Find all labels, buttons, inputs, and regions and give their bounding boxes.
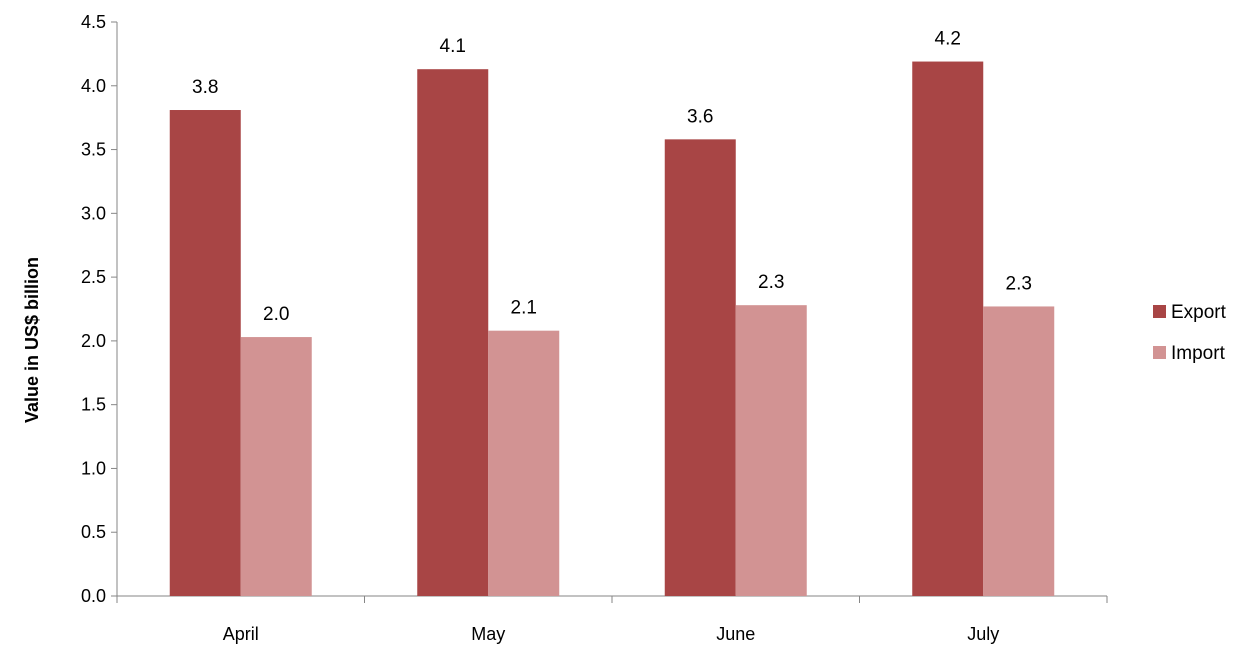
y-tick-label: 3.0 [81, 203, 106, 223]
y-tick-label: 1.0 [81, 458, 106, 478]
data-label: 4.2 [935, 29, 961, 50]
x-tick-label: April [223, 624, 259, 644]
data-label: 4.1 [440, 36, 466, 57]
legend: Export Import [1153, 302, 1227, 364]
y-axis-title: Value in US$ billion [22, 257, 42, 423]
y-tick-label: 2.5 [81, 267, 106, 287]
y-tick-label: 3.5 [81, 140, 106, 160]
bar-import-july [983, 306, 1055, 596]
bar-import-may [488, 330, 560, 596]
data-label: 3.6 [687, 106, 713, 127]
y-tick-label: 0.0 [81, 586, 106, 606]
x-tick-label: June [716, 624, 755, 644]
data-label: 2.0 [263, 304, 289, 325]
legend-label: Import [1171, 343, 1226, 364]
x-axis: April May June July [116, 595, 1108, 644]
bar-export-june [664, 139, 736, 596]
y-tick-label: 1.5 [81, 395, 106, 415]
legend-label: Export [1171, 302, 1227, 323]
data-label: 2.1 [511, 298, 537, 319]
legend-swatch-export [1153, 305, 1166, 318]
data-label: 2.3 [758, 272, 784, 293]
y-tick-label: 4.5 [81, 12, 106, 32]
data-label: 2.3 [1006, 273, 1032, 294]
bar-export-may [417, 69, 489, 596]
x-tick-label: May [471, 624, 505, 644]
bar-import-april [240, 337, 312, 596]
y-tick-label: 2.0 [81, 331, 106, 351]
data-labels: 3.8 2.0 4.1 2.1 3.6 2.3 4.2 2.3 [192, 29, 1032, 326]
x-tick-label: July [967, 624, 999, 644]
bar-export-april [169, 110, 241, 596]
bars [169, 61, 1055, 596]
y-tick-label: 0.5 [81, 522, 106, 542]
legend-swatch-import [1153, 346, 1166, 359]
y-axis: 0.0 0.5 1.0 1.5 2.0 2.5 3.0 3.5 4.0 4.5 [81, 12, 118, 606]
bar-export-july [912, 61, 984, 596]
data-label: 3.8 [192, 77, 218, 98]
bar-import-june [735, 305, 807, 596]
y-tick-label: 4.0 [81, 76, 106, 96]
